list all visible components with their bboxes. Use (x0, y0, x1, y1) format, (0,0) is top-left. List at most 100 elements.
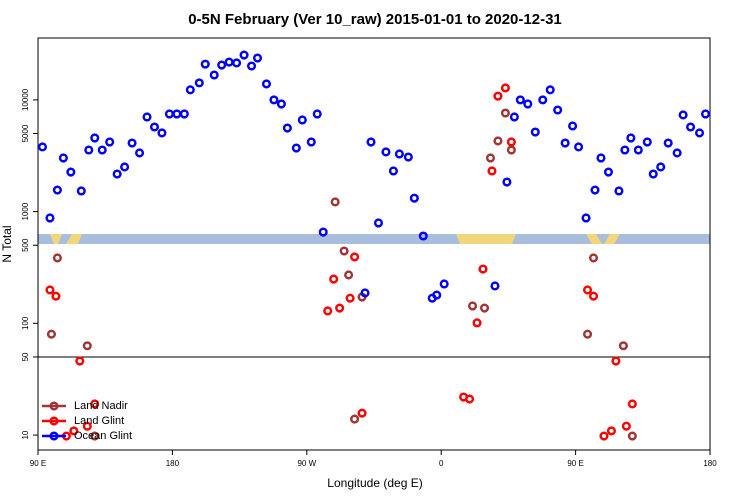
point (330, 197, 340, 207)
y-tick-label: 10 (21, 430, 30, 439)
point (394, 149, 404, 159)
point (388, 166, 398, 176)
point (350, 414, 360, 424)
point (297, 115, 307, 125)
point (478, 264, 488, 274)
point (485, 153, 496, 163)
point (648, 169, 658, 179)
point (69, 426, 79, 436)
point (588, 253, 599, 263)
point (357, 408, 367, 418)
y-tick-label: 500 (21, 238, 30, 252)
point (276, 99, 286, 109)
point (574, 142, 584, 152)
point (200, 59, 210, 69)
y-tick-label: 1000 (21, 202, 30, 220)
point (627, 431, 637, 441)
point (418, 231, 428, 241)
point (590, 185, 600, 195)
point (157, 128, 167, 138)
land-patch (604, 234, 620, 244)
x-tick-label: 180 (703, 459, 717, 468)
point (350, 252, 360, 262)
point (633, 145, 643, 155)
point (506, 145, 516, 155)
point (75, 356, 85, 366)
point (120, 162, 130, 172)
plot-frame (37, 37, 711, 451)
series (37, 50, 711, 303)
point (142, 112, 152, 122)
point (596, 153, 606, 163)
point (82, 421, 92, 431)
x-tick-label: 180 (166, 459, 180, 468)
point (509, 112, 519, 122)
point (603, 167, 614, 177)
point (329, 274, 339, 284)
point (568, 121, 578, 131)
legend-marker (49, 431, 59, 441)
point (700, 109, 711, 119)
point (479, 303, 490, 313)
point (373, 218, 384, 228)
point (366, 137, 376, 147)
point (439, 279, 449, 289)
point (663, 138, 673, 148)
point (82, 341, 92, 351)
point (185, 85, 195, 95)
band (38, 234, 710, 244)
point (76, 186, 86, 196)
point (588, 291, 599, 301)
point (261, 79, 272, 89)
point (523, 99, 533, 109)
point (530, 127, 540, 137)
point (618, 341, 628, 351)
point (626, 133, 636, 143)
point (493, 91, 503, 101)
point (493, 136, 503, 146)
point (149, 122, 160, 132)
x-axis-label: Longitude (deg E) (327, 476, 422, 490)
point (672, 148, 682, 158)
x-tick-label: 90 E (567, 459, 583, 468)
point (611, 356, 621, 366)
point (97, 145, 107, 155)
point (194, 78, 204, 88)
point (487, 166, 497, 176)
point (282, 123, 292, 133)
point (58, 153, 68, 163)
point (581, 213, 591, 223)
point (239, 50, 249, 60)
point (90, 133, 100, 143)
point (291, 143, 301, 153)
point (686, 122, 696, 132)
point (232, 58, 242, 68)
y-tick-label: 100 (21, 316, 30, 330)
legend-marker (49, 401, 59, 411)
land-patch (66, 234, 82, 244)
point (52, 253, 62, 263)
point (500, 108, 510, 118)
point (312, 109, 322, 119)
point (472, 318, 482, 328)
point (318, 227, 328, 237)
point (90, 399, 100, 409)
x-tick-label: 0 (439, 459, 444, 468)
point (582, 285, 593, 295)
point (560, 138, 570, 148)
point (339, 246, 349, 256)
point (656, 162, 666, 172)
point (323, 306, 333, 316)
point (269, 95, 279, 105)
point (403, 152, 413, 162)
point (381, 147, 391, 157)
point (246, 61, 257, 71)
point (134, 148, 145, 158)
y-axis-label: N Total (0, 225, 14, 262)
point (179, 109, 189, 119)
land-patch (456, 234, 516, 244)
point (344, 270, 354, 280)
point (545, 85, 555, 95)
point (84, 145, 94, 155)
